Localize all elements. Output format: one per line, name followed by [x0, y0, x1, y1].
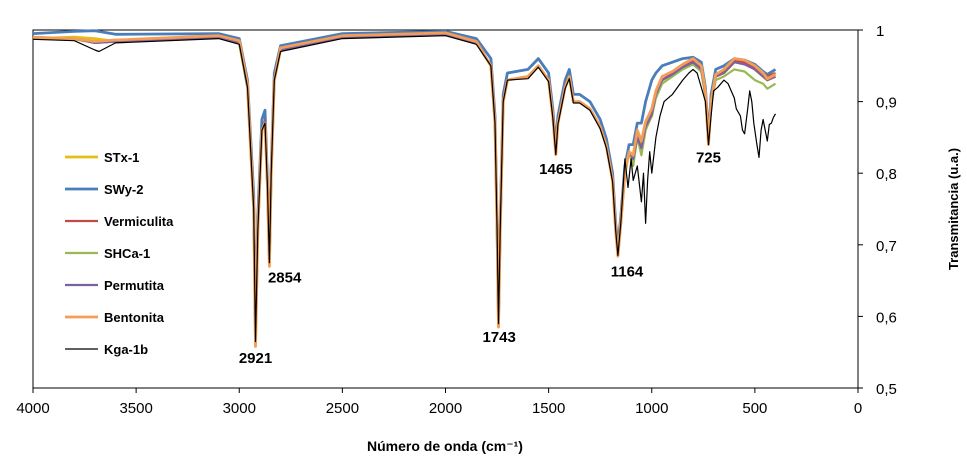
peak-label: 1465: [539, 161, 572, 178]
legend-item: STx-1: [65, 150, 139, 165]
y-tick-label: 0,6: [876, 309, 897, 326]
legend-item: SWy-2: [65, 182, 144, 197]
x-tick-label: 3000: [223, 400, 256, 417]
x-tick-label: 1500: [532, 400, 565, 417]
series-line-kga-1b: [32, 35, 777, 343]
x-tick-label: 2500: [326, 400, 359, 417]
legend-item: Bentonita: [65, 310, 165, 325]
legend-item: Permutita: [65, 278, 165, 293]
legend-item: SHCa-1: [65, 246, 150, 261]
x-axis-title: Número de onda (cm⁻¹): [367, 438, 523, 454]
legend-item: Kga-1b: [65, 342, 148, 357]
y-axis: 0,5 0,6 0,7 0,8 0,9 1: [858, 23, 897, 398]
peak-label: 725: [696, 149, 721, 166]
peak-label: 2854: [268, 270, 302, 287]
y-tick-label: 0,8: [876, 166, 897, 183]
x-tick-label: 1000: [635, 400, 668, 417]
legend-label: Permutita: [104, 278, 165, 293]
plot-area: [32, 29, 859, 389]
y-tick-label: 0,7: [876, 238, 897, 255]
x-tick-label: 4000: [16, 400, 49, 417]
series-group: [32, 29, 777, 348]
legend-label: STx-1: [104, 150, 139, 165]
annotations: 2921 2854 1743 1465 1164 725: [239, 149, 721, 366]
peak-label: 2921: [239, 350, 272, 367]
legend-item: Vermiculita: [65, 214, 174, 229]
legend: STx-1 SWy-2 Vermiculita SHCa-1 Permutita Bent…: [65, 150, 174, 357]
legend-label: Bentonita: [104, 310, 165, 325]
x-tick-label: 3500: [119, 400, 152, 417]
peak-label: 1164: [611, 263, 644, 280]
x-axis: 4000 3500 3000 2500 2000 1500 1000 500 0: [16, 388, 862, 417]
y-tick-label: 1: [876, 23, 884, 40]
y-axis-title: Transmitancia (u.a.): [946, 148, 961, 270]
peak-label: 1743: [482, 329, 515, 346]
x-tick-label: 500: [742, 400, 767, 417]
y-tick-label: 0,5: [876, 381, 897, 398]
legend-label: SWy-2: [104, 182, 144, 197]
y-tick-label: 0,9: [876, 95, 897, 112]
x-tick-label: 2000: [429, 400, 462, 417]
legend-label: SHCa-1: [104, 246, 150, 261]
x-tick-label: 0: [854, 400, 862, 417]
legend-label: Kga-1b: [104, 342, 148, 357]
legend-label: Vermiculita: [104, 214, 174, 229]
